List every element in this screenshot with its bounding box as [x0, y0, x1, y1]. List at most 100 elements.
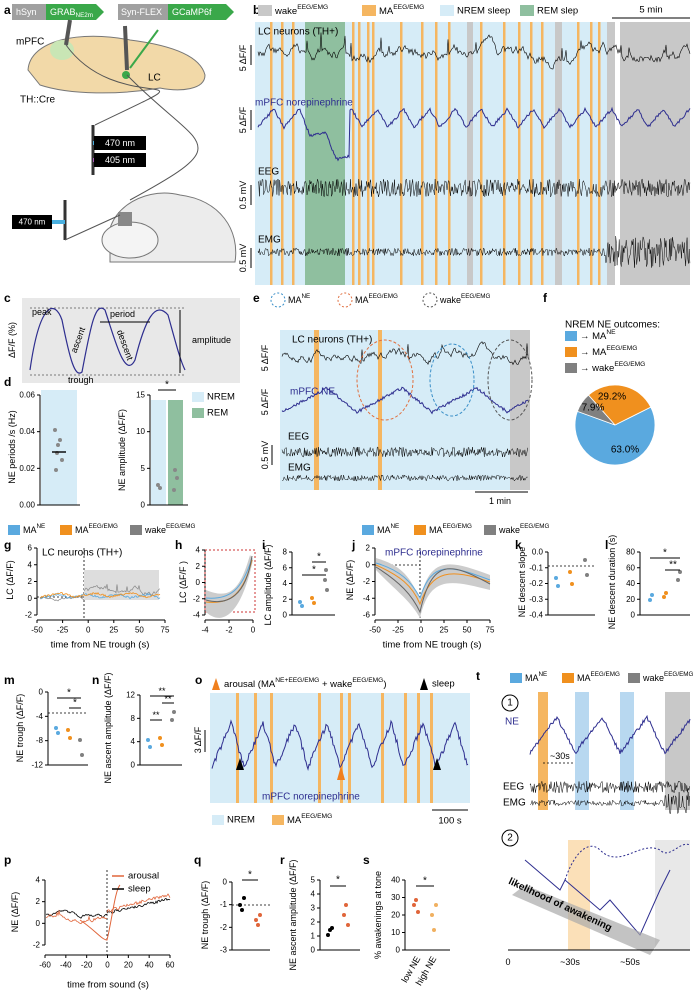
- dot: [568, 570, 572, 574]
- superscript: NE: [606, 329, 616, 336]
- shape: [348, 693, 351, 803]
- text-part: → wake: [580, 363, 614, 374]
- label: EMG: [288, 463, 311, 474]
- panel-label: b: [253, 3, 260, 17]
- dot: [68, 736, 72, 740]
- x-tick-label: -25: [57, 626, 69, 635]
- badge: [501, 829, 519, 847]
- superscript: NE: [302, 293, 311, 300]
- text-part: → MA: [580, 347, 607, 358]
- y-tick-label: -6: [363, 611, 371, 620]
- legend-swatch: [565, 331, 577, 341]
- label: LC neurons (TH+): [42, 548, 122, 559]
- legend-swatch: [60, 525, 72, 535]
- panel-label: o: [195, 673, 202, 687]
- y-tick-label: -2: [33, 941, 41, 950]
- shape: [577, 22, 580, 285]
- dot: [58, 438, 62, 442]
- legend-label: wakeEEG/EMG: [498, 523, 550, 535]
- dot: [54, 468, 58, 472]
- y-tick-label: 4: [28, 560, 33, 569]
- line: [129, 29, 159, 69]
- dot: [148, 745, 152, 749]
- label: *: [73, 698, 77, 709]
- y-tick-label: 4: [131, 737, 136, 746]
- label: 0: [505, 957, 510, 967]
- text-part: MA: [429, 525, 443, 535]
- legend-label: REM: [207, 408, 228, 419]
- y-tick-label: 1: [311, 932, 316, 941]
- trace: [39, 596, 85, 602]
- legend-label: MAEEG/EMG: [75, 523, 118, 535]
- trace: [106, 893, 171, 913]
- x-tick-label: 0: [105, 961, 110, 970]
- y-tick-label: 8: [131, 714, 136, 723]
- dot: [676, 578, 680, 582]
- legend-label: → wakeEEG/EMG: [580, 361, 645, 374]
- x-tick-label: 60: [166, 961, 175, 970]
- y-tick-label: -2: [363, 577, 371, 586]
- label: 470 nm: [19, 218, 46, 227]
- shape: [620, 692, 634, 810]
- y-tick-label: 20: [626, 595, 635, 604]
- y-tick-label: 6: [283, 563, 288, 572]
- dot: [412, 903, 416, 907]
- data-label: 29.2%: [598, 392, 626, 403]
- y-tick-label: 20: [391, 911, 400, 920]
- panel-label: s: [363, 853, 370, 867]
- legend-label: MANE: [525, 671, 547, 683]
- superscript: NE+EEG/EMG: [275, 677, 319, 684]
- label: 0.5 mV: [260, 441, 270, 470]
- text-part: GRAB: [50, 7, 76, 17]
- y-tick-label: -0.2: [529, 579, 543, 588]
- shape: [270, 22, 273, 285]
- trace: [211, 719, 469, 771]
- x-tick-label: 0: [251, 626, 256, 635]
- dot: [240, 908, 244, 912]
- superscript: EEG/EMG: [393, 4, 424, 11]
- dot: [158, 736, 162, 740]
- shape: [372, 22, 375, 285]
- shape: [400, 22, 403, 285]
- x-tick-label: 75: [486, 626, 495, 635]
- line: [64, 19, 72, 46]
- dot: [583, 558, 587, 562]
- dot: [146, 738, 150, 742]
- text-part: ): [383, 679, 386, 690]
- label: mPFC: [16, 37, 44, 48]
- superscript: EEG/EMG: [166, 523, 195, 530]
- data-label: 63.0%: [611, 445, 639, 456]
- panel-label: i: [262, 538, 265, 552]
- legend-swatch: [130, 525, 142, 535]
- y-tick-label: 10: [136, 427, 145, 436]
- y-tick-label: 6: [28, 544, 33, 553]
- legend-swatch: [212, 815, 224, 825]
- y-tick-label: -4: [363, 594, 371, 603]
- shape: [305, 22, 345, 285]
- trace: [106, 897, 171, 914]
- label: mPFC norepinephrine: [385, 548, 483, 559]
- label: 0.5 mV: [238, 181, 248, 210]
- trace: [564, 843, 691, 881]
- label: period: [110, 309, 135, 319]
- wave: [29, 307, 186, 374]
- label: **: [164, 694, 172, 704]
- legend-label: → MAEEG/EMG: [580, 345, 637, 358]
- legend-swatch: [8, 525, 20, 535]
- legend-swatch: [484, 525, 496, 535]
- dot: [310, 596, 314, 600]
- y-tick-label: 40: [626, 579, 635, 588]
- signal: [257, 235, 691, 268]
- legend-swatch: [272, 815, 284, 825]
- dot: [175, 476, 179, 480]
- x-tick-label: -40: [60, 961, 72, 970]
- y-tick-label: 2: [311, 918, 316, 927]
- pie-slice: [587, 384, 652, 426]
- text-part: MA: [355, 295, 369, 305]
- dot: [556, 584, 560, 588]
- trace: [529, 714, 691, 755]
- y-tick-label: 0.06: [19, 391, 35, 400]
- y-tick-label: 0.04: [19, 427, 35, 436]
- legend-swatch: [562, 673, 574, 683]
- y-tick-label: -2: [25, 611, 33, 620]
